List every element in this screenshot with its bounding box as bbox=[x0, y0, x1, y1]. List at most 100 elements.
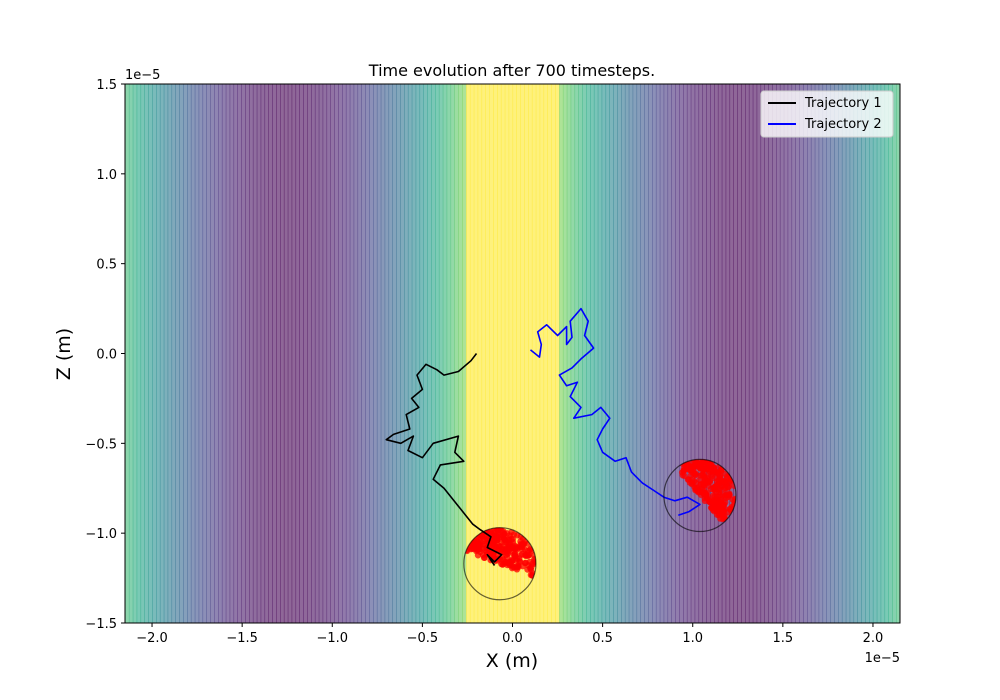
field-strip bbox=[857, 84, 862, 623]
field-strip bbox=[535, 84, 541, 623]
field-strip bbox=[652, 84, 657, 623]
field-strip bbox=[295, 84, 300, 623]
particle-cloud bbox=[463, 527, 536, 579]
field-strip bbox=[322, 84, 328, 623]
field-strip bbox=[566, 84, 572, 623]
field-strip bbox=[183, 84, 188, 623]
field-strip bbox=[411, 84, 417, 623]
field-strip bbox=[210, 84, 215, 623]
field-strip bbox=[671, 84, 676, 623]
field-strip bbox=[613, 84, 618, 623]
y-tick-label: 0.5 bbox=[96, 258, 117, 273]
field-strip bbox=[357, 84, 362, 623]
field-strip bbox=[427, 84, 432, 623]
field-strip bbox=[826, 84, 831, 623]
field-strip bbox=[787, 84, 793, 623]
field-strip bbox=[559, 84, 564, 623]
field-strip bbox=[194, 84, 200, 623]
x-axis-title: X (m) bbox=[486, 650, 538, 672]
field-strip bbox=[570, 84, 576, 623]
legend: Trajectory 1 Trajectory 2 bbox=[760, 90, 894, 138]
field-strip bbox=[547, 84, 552, 623]
field-strip bbox=[748, 84, 754, 623]
field-strip bbox=[221, 84, 227, 623]
field-strip bbox=[737, 84, 742, 623]
particle bbox=[481, 540, 489, 548]
field-strip bbox=[229, 84, 235, 623]
field-strip bbox=[307, 84, 312, 623]
field-strip bbox=[419, 84, 424, 623]
field-strip bbox=[539, 84, 545, 623]
field-strip bbox=[462, 84, 467, 623]
field-strip bbox=[714, 84, 719, 623]
x-tick-label: 0.5 bbox=[592, 631, 613, 646]
field-strip bbox=[721, 84, 727, 623]
field-strip bbox=[187, 84, 192, 623]
field-strip bbox=[675, 84, 680, 623]
field-strip bbox=[834, 84, 839, 623]
field-strip bbox=[640, 84, 645, 623]
field-strip bbox=[500, 84, 506, 623]
field-strip bbox=[876, 84, 882, 623]
field-strip bbox=[783, 84, 789, 623]
field-strip bbox=[156, 84, 161, 623]
particle bbox=[527, 571, 535, 579]
field-strip bbox=[818, 84, 824, 623]
particle bbox=[500, 531, 507, 539]
field-strip bbox=[636, 84, 641, 623]
field-strip bbox=[683, 84, 688, 623]
x-tick-label: −2.0 bbox=[136, 631, 168, 646]
field-strip bbox=[311, 84, 316, 623]
field-strip bbox=[838, 84, 843, 623]
field-strip bbox=[407, 84, 413, 623]
field-strip bbox=[299, 84, 304, 623]
field-strip bbox=[690, 84, 696, 623]
field-strip bbox=[597, 84, 603, 623]
field-strip bbox=[283, 84, 289, 623]
field-strip bbox=[888, 84, 893, 623]
series-line-trajectory-2 bbox=[530, 307, 701, 516]
field-strip bbox=[865, 84, 870, 623]
field-strip bbox=[799, 84, 804, 623]
field-strip bbox=[334, 84, 339, 623]
particle bbox=[711, 467, 719, 475]
field-strip bbox=[814, 84, 820, 623]
field-strip bbox=[710, 84, 715, 623]
field-strip bbox=[125, 84, 130, 623]
field-strip bbox=[512, 84, 517, 623]
field-strip bbox=[152, 84, 157, 623]
particle bbox=[706, 461, 714, 468]
y-axis-title: Z (m) bbox=[53, 328, 75, 380]
particle bbox=[504, 550, 512, 557]
field-strip bbox=[314, 84, 320, 623]
field-strip bbox=[810, 84, 816, 623]
x-tick-label: 1.0 bbox=[682, 631, 703, 646]
field-strip bbox=[628, 84, 634, 623]
x-axis: −2.0 −1.5 −1.0 −0.5 0.0 0.5 1.0 1.5 2.0 bbox=[136, 623, 883, 646]
field-strip bbox=[706, 84, 711, 623]
field-strip bbox=[237, 84, 242, 623]
field-strip bbox=[396, 84, 401, 623]
particle bbox=[716, 472, 724, 480]
field-strip bbox=[849, 84, 855, 623]
field-strip bbox=[171, 84, 176, 623]
field-strip bbox=[725, 84, 731, 623]
field-strip bbox=[388, 84, 393, 623]
field-strip bbox=[609, 84, 614, 623]
boundary-circles bbox=[463, 458, 737, 601]
y-offset-label: 1e−5 bbox=[125, 68, 160, 83]
field-strip bbox=[752, 84, 758, 623]
x-tick-label: −1.0 bbox=[316, 631, 348, 646]
particle bbox=[698, 471, 706, 479]
field-strip bbox=[644, 84, 649, 623]
x-offset-label: 1e−5 bbox=[865, 651, 900, 666]
field-strip bbox=[489, 84, 494, 623]
y-tick-label: −1.5 bbox=[85, 617, 117, 632]
field-strip bbox=[578, 84, 583, 623]
field-strip bbox=[884, 84, 889, 623]
field-strip bbox=[655, 84, 661, 623]
field-strip bbox=[702, 84, 707, 623]
field-strip bbox=[264, 84, 269, 623]
particle bbox=[700, 486, 707, 493]
